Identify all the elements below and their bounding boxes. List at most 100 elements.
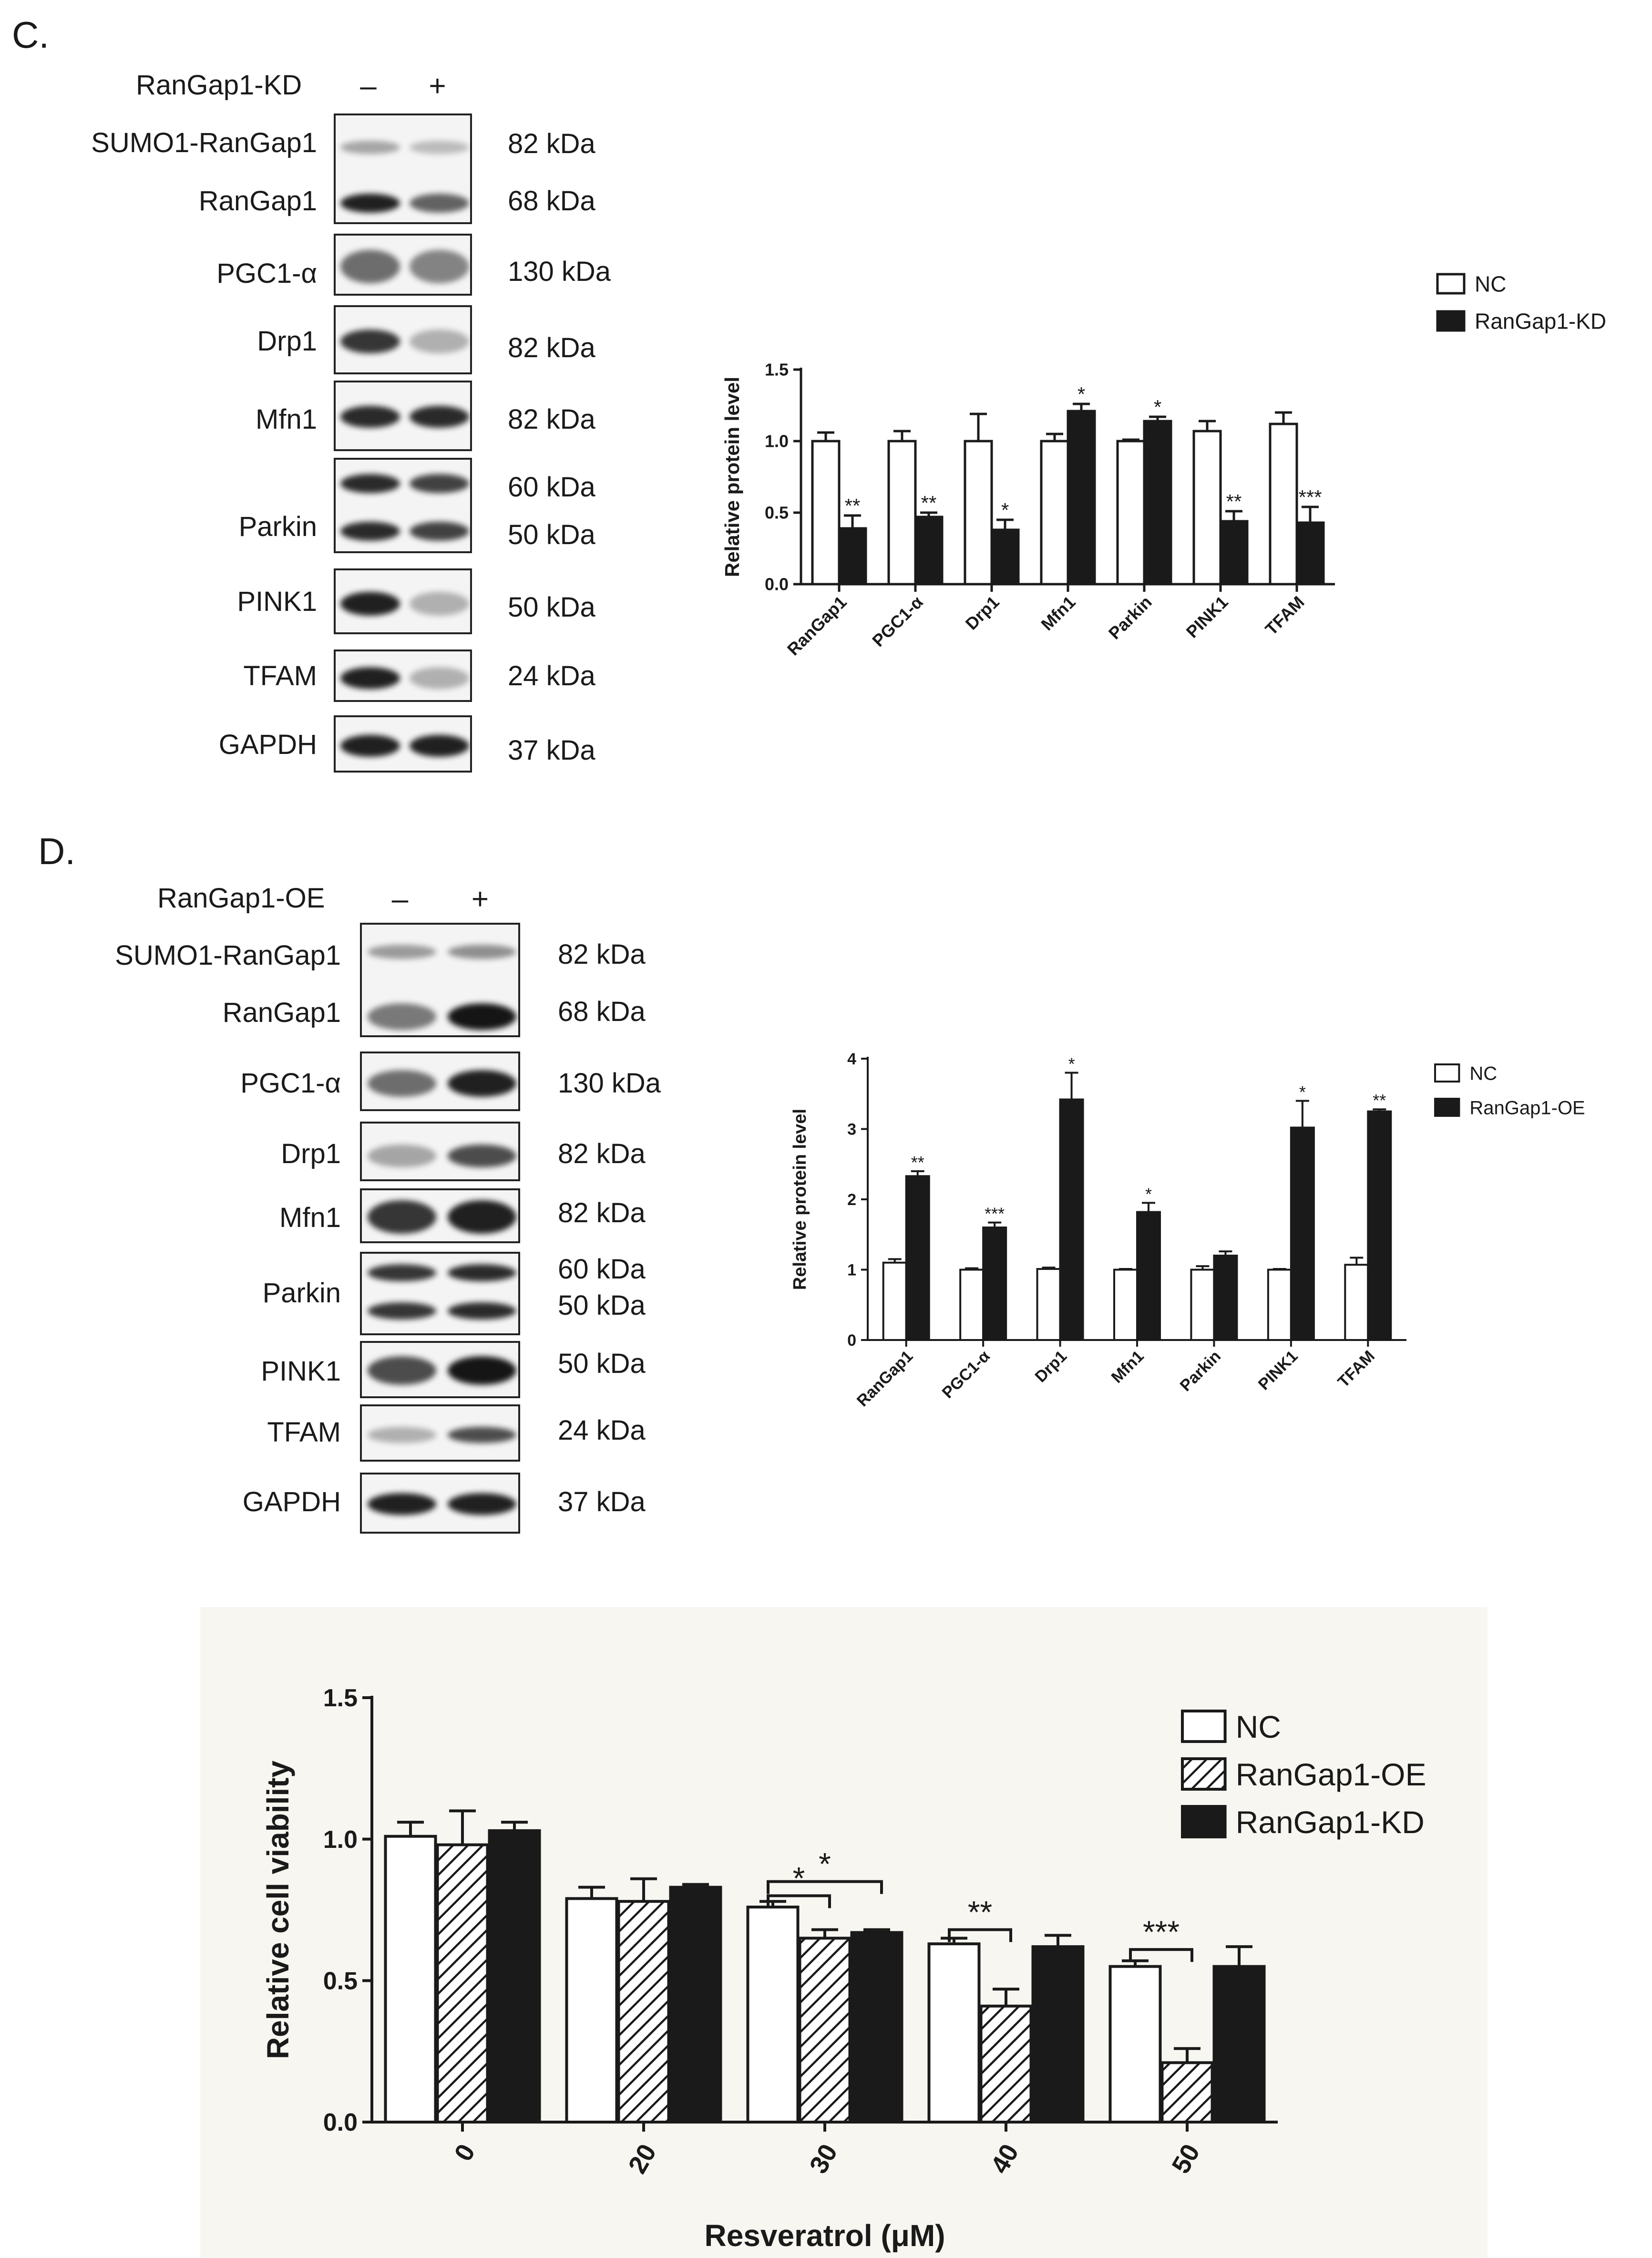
y-tick-label: 1.5 [765, 360, 789, 380]
condition-label: RanGap1-OE [157, 883, 325, 914]
chart-c-protein-levels: 0.0 0.5 1.0 1.5 Relative protein level RanGap… [721, 272, 1606, 660]
bar-solid [1367, 1110, 1392, 1341]
kda-label: 68 kDa [558, 996, 646, 1027]
band [367, 1302, 437, 1320]
bar-open [565, 1897, 618, 2124]
bar-hatched [436, 1843, 489, 2124]
band [367, 1003, 437, 1030]
bar-open [1108, 1965, 1162, 2124]
legend-label: NC [1236, 1709, 1281, 1744]
kda-label: 50 kDa [558, 1348, 646, 1379]
kda-label: 82 kDa [508, 128, 595, 159]
legend-swatch [1436, 273, 1466, 295]
protein-label: TFAM [267, 1417, 341, 1448]
blot-strip [334, 715, 472, 773]
kda-label: 50 kDa [508, 519, 595, 550]
kda-label: 50 kDa [558, 1290, 646, 1321]
blot-strip [360, 1122, 520, 1181]
significance-label: *** [985, 1204, 1005, 1224]
bar-hatched [617, 1900, 670, 2124]
x-tick-label: RanGap1 [853, 1347, 916, 1410]
protein-label: Drp1 [257, 326, 317, 357]
bar-solid [1031, 1945, 1085, 2124]
bar-solid [838, 527, 867, 586]
kda-label: 130 kDa [558, 1068, 661, 1099]
panel-c-letter: C. [12, 14, 49, 56]
blot-strip [334, 305, 472, 374]
significance-label: ** [921, 492, 937, 514]
blot-strip [360, 1341, 520, 1398]
bar-open [887, 440, 917, 586]
bar-open [384, 1835, 437, 2124]
bar-solid [1290, 1126, 1315, 1341]
x-tick-label: RanGap1 [783, 592, 851, 660]
bar-solid [850, 1931, 903, 2124]
band [340, 406, 400, 428]
y-axis-label: Relative protein level [790, 1109, 810, 1290]
y-tick-label: 0.0 [323, 2109, 358, 2136]
significance-label: ** [845, 495, 861, 517]
band [410, 194, 469, 213]
band [340, 250, 400, 283]
band [367, 1356, 437, 1385]
bar-solid [1212, 1965, 1266, 2124]
y-tick-label: 1.0 [765, 432, 789, 451]
lane-minus-sign: – [391, 883, 409, 916]
protein-label: Mfn1 [256, 404, 317, 435]
protein-label: TFAM [243, 660, 317, 691]
significance-label: ** [1373, 1091, 1386, 1110]
x-tick-label: PGC1-α [868, 592, 926, 650]
bar-solid [1067, 410, 1096, 586]
band [447, 1003, 517, 1030]
significance-label: * [1299, 1083, 1306, 1102]
legend-swatch [1181, 1757, 1227, 1791]
significance-bracket [1129, 1948, 1193, 1962]
bar-solid [905, 1175, 930, 1341]
blot-strip [334, 234, 472, 296]
bracket-label: * [819, 1846, 831, 1882]
band [447, 1144, 517, 1167]
panel-d-letter: D. [38, 830, 75, 872]
bar-solid [1213, 1255, 1238, 1341]
band [367, 1493, 437, 1515]
kda-label: 37 kDa [508, 735, 595, 766]
band [340, 592, 400, 616]
legend-swatch [1434, 1063, 1460, 1083]
x-tick-label: Mfn1 [1108, 1347, 1148, 1387]
kda-label: 50 kDa [508, 592, 595, 623]
band [340, 667, 400, 689]
y-tick-label: 1.5 [323, 1684, 358, 1712]
bar-solid [990, 528, 1020, 586]
blot-strip [360, 923, 520, 1037]
y-tick-label: 1 [847, 1261, 856, 1279]
significance-label: *** [1298, 486, 1322, 508]
x-tick-label: PINK1 [1182, 592, 1232, 642]
blot-strip [360, 1473, 520, 1534]
y-tick-label: 0.5 [323, 1968, 358, 1995]
legend-label: RanGap1-OE [1469, 1097, 1585, 1118]
bar-open [811, 440, 841, 586]
legend-label: NC [1475, 272, 1506, 297]
band [340, 735, 400, 757]
bar-solid [488, 1829, 541, 2124]
bar-hatched [1160, 2061, 1214, 2124]
significance-bracket [767, 1880, 883, 1894]
band [410, 141, 469, 154]
protein-label: RanGap1 [198, 186, 317, 217]
band [447, 1070, 517, 1097]
x-tick-label: TFAM [1261, 592, 1308, 639]
bar-hatched [798, 1937, 852, 2124]
band [340, 141, 400, 154]
blot-strip [334, 458, 472, 553]
kda-label: 130 kDa [508, 256, 611, 287]
legend-swatch [1181, 1710, 1227, 1743]
band [410, 406, 469, 428]
bar-solid [1143, 420, 1172, 586]
legend-label: RanGap1-KD [1236, 1804, 1425, 1840]
band [447, 1493, 517, 1515]
bar-open [927, 1942, 981, 2124]
bar-open [746, 1906, 800, 2124]
blot-strip [334, 113, 472, 224]
